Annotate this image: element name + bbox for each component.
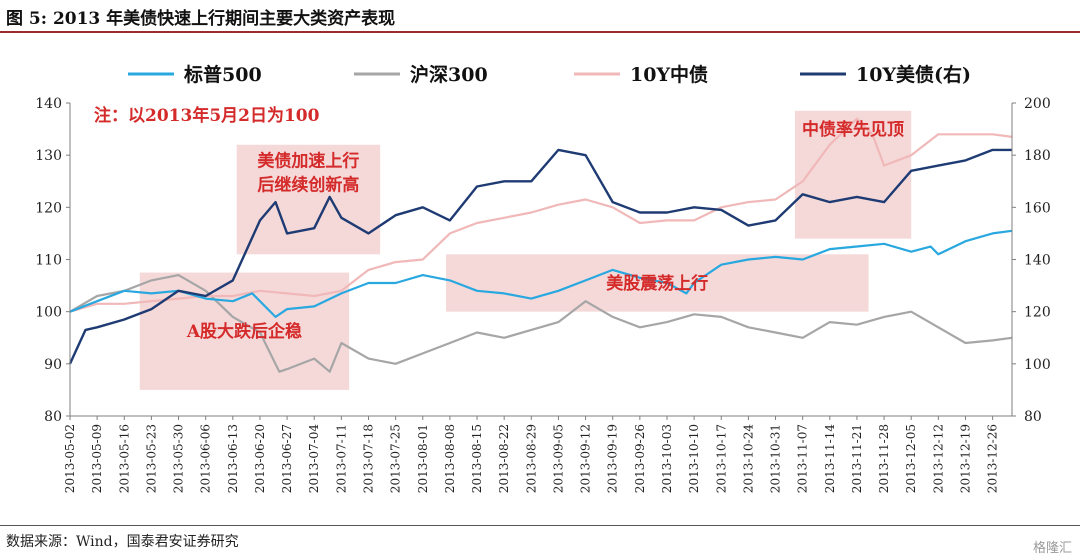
title-rule [0,31,1080,33]
x-tick-label: 2013-10-31 [769,424,783,493]
x-tick-label: 2013-09-26 [633,424,647,493]
x-tick-label: 2013-05-30 [172,424,186,493]
x-tick-label: 2013-08-29 [524,424,538,493]
y-left-tick-label: 80 [44,409,62,425]
x-tick-label: 2013-05-09 [90,424,104,493]
x-tick-label: 2013-11-21 [850,424,864,493]
x-tick-label: 2013-05-02 [63,424,77,493]
annotation-label-1-line2: 后继续创新高 [257,175,359,196]
annotation-label-3: 美股震荡上行 [606,273,708,294]
y-left-tick-label: 90 [44,357,62,373]
annotation-label-1: 美债加速上行 [257,151,359,172]
x-tick-label: 2013-12-05 [904,424,918,493]
x-tick-label: 2013-12-19 [959,424,973,493]
y-right-tick-label: 160 [1024,200,1051,216]
x-tick-label: 2013-07-25 [389,424,403,493]
x-tick-label: 2013-10-24 [741,424,755,494]
series-line-2 [69,274,1013,373]
legend: 标普500 沪深300 10Y中债 10Y美债(右) [128,63,971,86]
y-right-tick-label: 140 [1024,253,1051,269]
x-tick-label: 2013-11-14 [823,424,837,494]
x-tick-label: 2013-06-20 [253,424,267,493]
x-tick-label: 2013-12-26 [986,424,1000,493]
x-tick-label: 2013-11-07 [796,424,810,493]
y-right-tick-label: 200 [1024,96,1051,112]
y-left-tick-label: 100 [35,305,62,321]
x-tick-label: 2013-08-15 [470,424,484,493]
y-right-tick-label: 80 [1024,409,1042,425]
source-rule [0,525,1080,526]
x-tick-label: 2013-10-10 [687,424,701,493]
axes: 80 90 100 110 120 130 140 80 100 120 140 160 180 200 2… [35,96,1050,493]
annotation-boxes [139,110,912,390]
series-line-3 [69,117,1013,313]
x-tick-label: 2013-09-05 [551,424,565,493]
watermark: 格隆汇 [1032,541,1072,556]
x-tick-label: 2013-07-18 [362,424,376,493]
x-tick-label: 2013-08-08 [443,424,457,493]
y-left-tick-label: 110 [35,253,62,269]
x-tick-label: 2013-05-16 [117,424,131,493]
y-right-tick-label: 180 [1024,148,1051,164]
y-right-tick-label: 120 [1024,305,1051,321]
annotation-label-4: 中债率先见顶 [802,119,904,140]
x-tick-label: 2013-08-22 [497,424,511,493]
x-tick-label: 2013-11-28 [877,424,891,493]
x-tick-label: 2013-07-04 [307,424,321,494]
x-tick-label: 2013-10-03 [660,424,674,493]
x-tick-label: 2013-06-13 [226,424,240,493]
x-tick-label: 2013-08-01 [416,424,430,493]
y-right-tick-label: 100 [1024,357,1051,373]
series-lines [68,117,1013,373]
series-line-1 [69,229,1013,318]
y-left-tick-label: 120 [35,200,62,216]
x-tick-label: 2013-06-06 [199,424,213,493]
annotation-box-3 [446,254,869,312]
legend-label-4: 10Y美债(右) [856,63,971,86]
legend-label-1: 标普500 [184,63,262,86]
x-tick-label: 2013-12-12 [931,424,945,493]
x-tick-label: 2013-09-12 [579,424,593,493]
x-tick-label: 2013-10-17 [714,424,728,493]
y-left-tick-label: 140 [35,96,62,112]
annotation-box-1 [236,144,381,255]
x-tick-label: 2013-06-27 [280,424,294,493]
x-tick-label: 2013-05-23 [144,424,158,493]
x-tick-label: 2013-09-19 [606,424,620,493]
legend-label-3: 10Y中债 [630,63,708,86]
y-left-tick-label: 130 [35,148,62,164]
annotation-label-2: A股大跌后企稳 [186,321,302,342]
annotation-box-4 [794,110,912,239]
series-line-4 [68,148,1012,365]
source-text: 数据来源：Wind，国泰君安证券研究 [6,534,239,550]
legend-label-2: 沪深300 [410,63,488,86]
chart-note: 注：以2013年5月2日为100 [94,105,320,126]
x-tick-label: 2013-07-11 [334,424,348,493]
figure-title: 图 5: 2013 年美债快速上行期间主要大类资产表现 [6,9,396,29]
